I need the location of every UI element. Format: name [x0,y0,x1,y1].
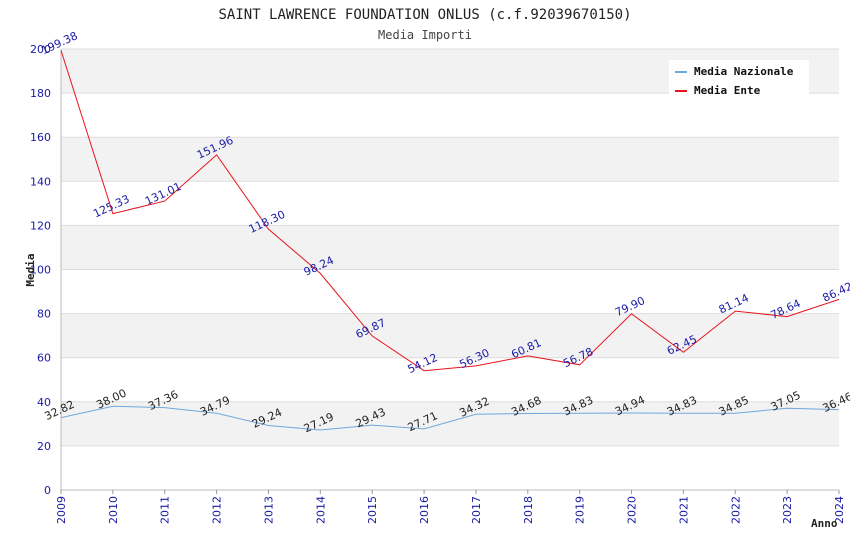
series-line-media-nazionale [60,405,840,431]
grid-band [61,93,839,138]
x-tick-label: 2016 [418,496,431,524]
x-tick-label: 2012 [211,496,224,524]
x-tick-label: 2018 [522,496,535,524]
grid-band [61,313,839,358]
grid-band [61,445,839,490]
series-line-media-ente [60,50,840,372]
grid-bands [61,49,839,490]
legend-box [669,60,809,96]
grid-band [61,269,839,314]
y-tick-label: 40 [37,396,51,409]
legend-label-media-ente: Media Ente [694,84,761,97]
y-tick-label: 100 [30,264,51,277]
x-axis-ticks: 2009 2010 2011 2012 2013 2014 2015 2016 2017 2018… [55,490,846,524]
grid-band [61,137,839,182]
y-tick-label: 20 [37,440,51,453]
x-tick-label: 2020 [626,496,639,524]
x-tick-label: 2009 [55,496,68,524]
y-tick-label: 200 [30,43,51,56]
x-tick-label: 2017 [470,496,483,524]
y-tick-label: 60 [37,352,51,365]
y-tick-label: 160 [30,131,51,144]
x-tick-label: 2021 [677,496,690,524]
x-tick-label: 2019 [574,496,587,524]
x-tick-label: 2023 [781,496,794,524]
chart-title: SAINT LAWRENCE FOUNDATION ONLUS (c.f.920… [218,7,631,23]
x-tick-label: 2022 [729,496,742,524]
chart-subtitle: Media Importi [378,28,472,42]
grid-band [61,357,839,402]
y-tick-label: 80 [37,308,51,321]
legend: Media Nazionale Media Ente [669,60,809,97]
y-axis-label: Media [24,253,37,286]
y-tick-label: 140 [30,175,51,188]
y-tick-label: 120 [30,219,51,232]
x-tick-label: 2015 [366,496,379,524]
grid-band [61,401,839,446]
x-tick-label: 2014 [314,496,327,524]
y-axis-ticks: 0 20 40 60 80 100 120 140 160 180 200 [30,43,51,497]
x-tick-label: 2024 [833,496,846,524]
series-lines [60,50,840,431]
x-axis-label: Anno [811,517,838,530]
y-tick-label: 180 [30,87,51,100]
grid-band [61,181,839,226]
y-tick-label: 0 [44,484,51,497]
grid-band [61,225,839,270]
x-tick-label: 2011 [159,496,172,524]
x-tick-label: 2013 [262,496,275,524]
legend-label-media-nazionale: Media Nazionale [694,65,794,78]
x-tick-label: 2010 [107,496,120,524]
